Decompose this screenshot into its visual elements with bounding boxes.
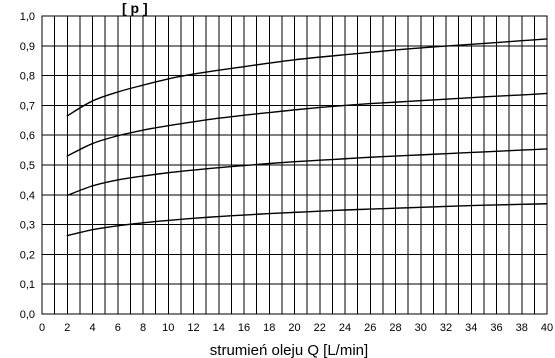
x-tick-label: 6 xyxy=(115,322,121,334)
x-tick-label: 28 xyxy=(389,322,401,334)
x-tick-label: 30 xyxy=(415,322,427,334)
y-tick-label: 0,6 xyxy=(20,130,35,142)
x-tick-label: 38 xyxy=(516,322,528,334)
x-axis-title: strumień oleju Q [L/min] xyxy=(210,342,368,358)
y-tick-label: 0,8 xyxy=(20,71,35,83)
y-tick-label: 0,9 xyxy=(20,41,35,53)
y-tick-label: 0,5 xyxy=(20,160,35,172)
x-tick-label: 22 xyxy=(314,322,326,334)
y-tick-label: 1,0 xyxy=(20,11,35,23)
x-tick-label: 18 xyxy=(263,322,275,334)
plot-frame xyxy=(41,15,548,315)
series-line-3 xyxy=(66,148,548,197)
x-tick-label: 2 xyxy=(64,322,70,334)
y-tick-label: 0,1 xyxy=(20,279,35,291)
series-line-2 xyxy=(66,92,548,157)
series-lines xyxy=(66,38,548,237)
x-tick-label: 4 xyxy=(89,322,95,334)
top-label: [ p ] xyxy=(122,0,148,16)
series-line-1 xyxy=(66,38,548,117)
x-tick-label: 14 xyxy=(213,322,225,334)
x-axis-ticks: 0 2 4 6 8 10 12 14 16 18 20 22 24 26 28 30 32 34 36 38 40 xyxy=(39,322,553,334)
y-tick-label: 0,4 xyxy=(20,190,35,202)
y-tick-label: 0,7 xyxy=(20,100,35,112)
series-line-4 xyxy=(66,203,548,237)
x-tick-label: 10 xyxy=(162,322,174,334)
x-tick-label: 8 xyxy=(140,322,146,334)
x-tick-label: 26 xyxy=(364,322,376,334)
x-tick-label: 34 xyxy=(465,322,477,334)
x-tick-label: 0 xyxy=(39,322,45,334)
y-tick-label: 0,3 xyxy=(20,220,35,232)
x-tick-label: 12 xyxy=(187,322,199,334)
y-tick-label: 0,0 xyxy=(20,309,35,321)
x-tick-label: 32 xyxy=(440,322,452,334)
y-axis-ticks: 0,0 0,1 0,2 0,3 0,4 0,5 0,6 0,7 0,8 0,9 1,0 xyxy=(20,11,35,321)
x-tick-label: 16 xyxy=(238,322,250,334)
x-tick-label: 20 xyxy=(288,322,300,334)
x-tick-label: 24 xyxy=(339,322,351,334)
x-tick-label: 40 xyxy=(541,322,553,334)
y-tick-label: 0,2 xyxy=(20,249,35,261)
grid xyxy=(42,16,547,314)
x-tick-label: 36 xyxy=(490,322,502,334)
